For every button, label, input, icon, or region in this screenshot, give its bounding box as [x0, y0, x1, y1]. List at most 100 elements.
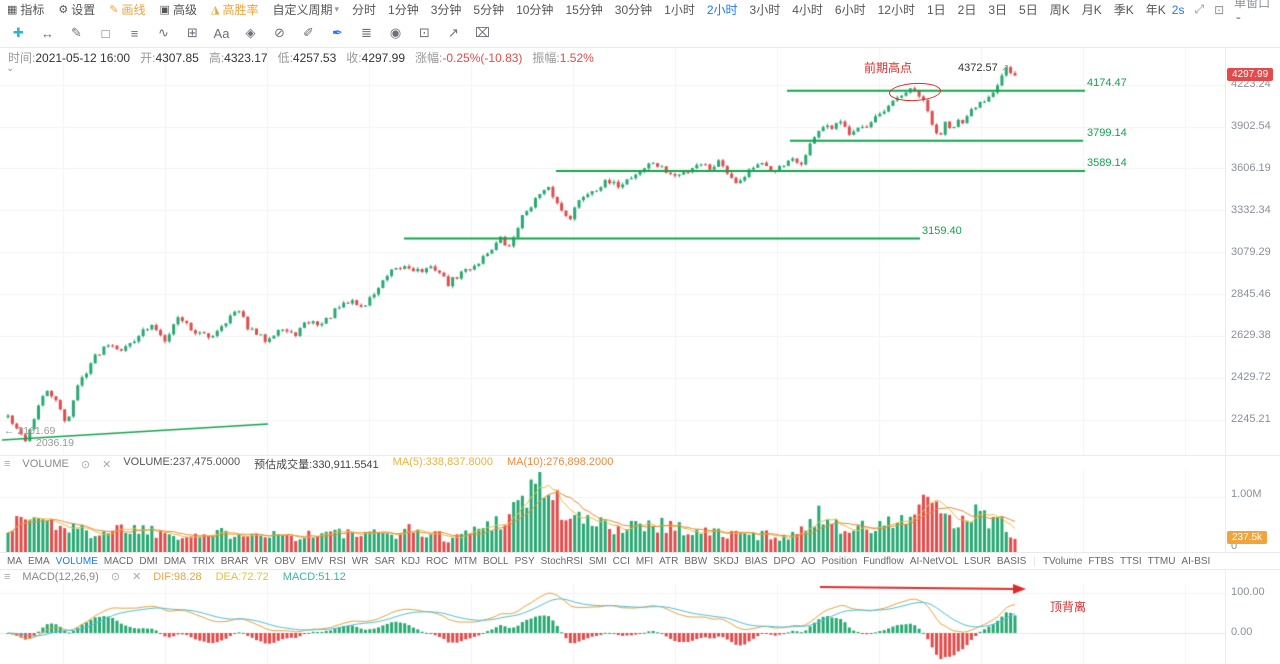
indicator-tab[interactable]: TTMU [1147, 555, 1176, 567]
candle-pattern-tool[interactable]: ≣ [361, 25, 372, 40]
indicator-tab[interactable]: StochRSI [540, 555, 583, 567]
indicator-tab[interactable]: VR [254, 555, 269, 567]
indicator-tab[interactable]: TTSI [1119, 555, 1142, 567]
window-mode-label: 单窗口 [1234, 0, 1271, 10]
pane-field: MA(10):276,898.2000 [506, 456, 614, 468]
timeframe-item[interactable]: 10分钟 [516, 3, 554, 17]
indicator-tab[interactable]: Position [821, 555, 858, 567]
magnet-tool[interactable]: ◉ [389, 25, 402, 40]
eye-icon[interactable]: ⊙ [80, 458, 91, 471]
close-icon[interactable]: ✕ [132, 571, 142, 583]
indicator-tab[interactable]: MACD [103, 555, 134, 567]
indicator-tab[interactable]: MA [7, 555, 22, 567]
timeframe-item[interactable]: 3小时 [749, 3, 781, 17]
timeframe-item[interactable]: 5日 [1019, 3, 1038, 17]
indicator-tab[interactable]: DPO [773, 555, 796, 567]
macd-chart-canvas[interactable] [0, 583, 1225, 664]
parallel-lines-tool[interactable]: ≡ [130, 25, 139, 41]
indicator-tab[interactable]: SAR [374, 555, 396, 567]
indicator-tab[interactable]: PSY [514, 555, 535, 567]
main-chart-canvas[interactable] [0, 47, 1225, 455]
indicator-tab[interactable]: MFI [635, 555, 654, 567]
fib-grid-tool[interactable]: ⊞ [187, 25, 198, 40]
indicator-tab[interactable]: SKDJ [713, 555, 739, 567]
clone-tool[interactable]: ⊡ [419, 25, 430, 40]
pencil-tool[interactable]: ✎ [71, 25, 82, 40]
indicator-tab[interactable]: CCI [612, 555, 630, 567]
wave-tool[interactable]: ∿ [158, 25, 169, 40]
crosshair-tool[interactable]: ✚ [13, 25, 24, 40]
indicator-tab[interactable]: AI-BSI [1181, 555, 1211, 567]
trend-line-tool[interactable]: ↔ [41, 25, 54, 41]
indicator-tab[interactable]: RSI [329, 555, 346, 567]
timeframe-item[interactable]: 6小时 [834, 3, 866, 17]
timeframe-item[interactable]: 2小时 [706, 3, 738, 17]
timeframe-item[interactable]: 3日 [988, 3, 1008, 17]
timeframe-item[interactable]: 15分钟 [565, 3, 603, 17]
indicator-tab[interactable]: OBV [274, 555, 296, 567]
toolbar-advanced[interactable]: ▣ 高级 [153, 1, 204, 18]
indicator-tab[interactable]: BRAR [220, 555, 249, 567]
eye-icon[interactable]: ⊙ [110, 571, 121, 583]
indicator-tab[interactable]: BBW [684, 555, 708, 567]
volume-chart-canvas[interactable] [0, 470, 1225, 552]
indicator-tab[interactable]: AO [801, 555, 816, 567]
timeframe-item[interactable]: 3分钟 [430, 3, 462, 17]
toolbar-draw-lines[interactable]: ✎ 画线 [102, 1, 152, 18]
text-tool[interactable]: Aa [213, 25, 230, 41]
delete-tool[interactable]: ⌧ [475, 25, 490, 40]
indicator-tab[interactable]: WR [351, 555, 369, 567]
indicator-tab[interactable]: BASIS [996, 555, 1027, 567]
indicator-tab[interactable]: AI-NetVOL [909, 555, 959, 567]
toolbar-settings[interactable]: ⚙ 设置 [51, 1, 102, 18]
indicator-tab[interactable]: SMI [588, 555, 607, 567]
indicator-tab[interactable]: MTM [454, 555, 478, 567]
indicator-tab[interactable]: LSUR [964, 555, 991, 567]
timeframe-item[interactable]: 分时 [352, 3, 377, 17]
toolbar-custom-period[interactable]: 自定义周期 ▾ [265, 1, 346, 18]
timeframe-item[interactable]: 1日 [926, 3, 946, 17]
brush-tool[interactable]: ✒ [332, 25, 343, 40]
drag-handle-icon[interactable]: ≡ [4, 458, 11, 470]
timeframe-item[interactable]: 2日 [957, 3, 977, 17]
close-icon[interactable]: ✕ [102, 458, 112, 471]
indicator-tab[interactable]: TRIX [191, 555, 215, 567]
popup-window-icon[interactable]: ⊡ [1214, 2, 1225, 17]
pin-tool[interactable]: ✐ [303, 25, 314, 40]
indicator-tab[interactable]: TVolume [1042, 555, 1083, 567]
indicator-tab[interactable]: BOLL [483, 555, 509, 567]
collapse-chevron-icon[interactable]: ⌄ [6, 63, 15, 74]
timeframe-item[interactable]: 4小时 [792, 3, 823, 17]
indicator-tab[interactable]: DMA [163, 555, 186, 567]
timeframe-item[interactable]: 年K [1145, 3, 1166, 17]
timeframe-item[interactable]: 1分钟 [388, 3, 419, 17]
indicator-tab[interactable]: EMV [301, 555, 324, 567]
export-tool[interactable]: ↗ [448, 25, 459, 40]
ellipse-tool[interactable]: ⊘ [274, 25, 285, 40]
indicator-tab[interactable]: ATR [659, 555, 679, 567]
timeframe-item[interactable]: 5分钟 [473, 3, 505, 17]
indicator-tab[interactable]: EMA [28, 555, 50, 567]
timeframe-item[interactable]: 30分钟 [614, 3, 653, 17]
toolbar-indicators[interactable]: ▦ 指标 [0, 1, 51, 18]
timeframe-item[interactable]: 月K [1081, 3, 1102, 17]
fullscreen-icon[interactable]: ⤢ [1194, 2, 1205, 16]
timeframe-item[interactable]: 1小时 [664, 3, 695, 17]
refresh-interval[interactable]: 2s [1171, 2, 1185, 17]
indicator-tab[interactable]: ROC [426, 555, 449, 567]
indicator-tab[interactable]: KDJ [401, 555, 421, 567]
marker-tool[interactable]: ◈ [245, 25, 256, 40]
rectangle-tool[interactable]: □ [101, 25, 110, 41]
indicator-tab[interactable]: DMI [139, 555, 158, 567]
timeframe-item[interactable]: 周K [1049, 3, 1070, 17]
timeframe-item[interactable]: 季K [1113, 3, 1134, 17]
indicator-tab[interactable]: FTBS [1088, 555, 1114, 567]
indicator-tab[interactable]: Fundflow [863, 555, 904, 567]
indicator-tab[interactable]: VOLUME [55, 555, 98, 567]
drag-handle-icon[interactable]: ≡ [4, 570, 11, 583]
timeframe-item[interactable]: 12小时 [877, 3, 915, 17]
indicator-tab[interactable]: BIAS [744, 555, 768, 567]
pane-separator[interactable] [0, 455, 1280, 456]
ohlc-field: 高:4323.17 [209, 49, 268, 66]
toolbar-high-win-rate[interactable]: ◮ 高胜率 [204, 1, 265, 18]
